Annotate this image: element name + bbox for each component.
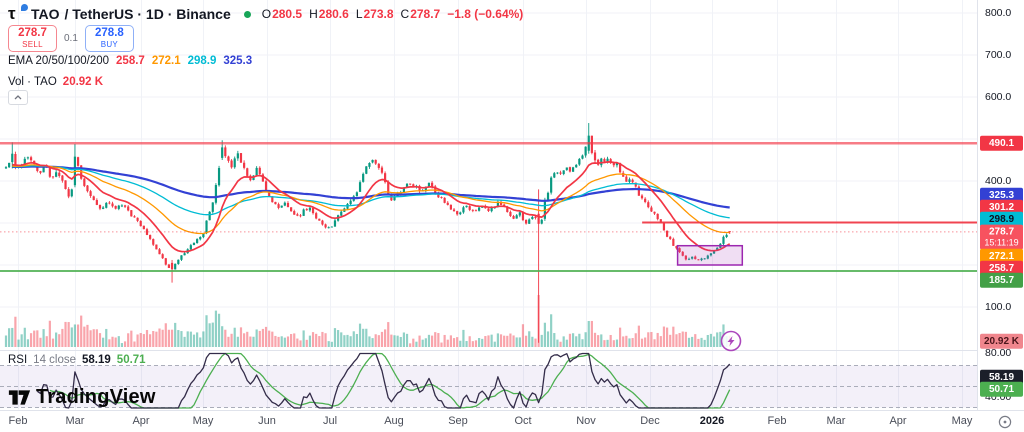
time-axis-month-label: 2026 (699, 415, 725, 427)
volume-value: 20.92 K (62, 76, 104, 88)
tradingview-logo: TradingView (8, 386, 156, 409)
ema-label: EMA 20/50/100/200 (8, 55, 110, 67)
spread-value: 0.1 (64, 33, 78, 44)
time-axis-month-label: Feb (8, 415, 28, 427)
time-axis[interactable]: Feb Mar Apr May Jun Jul Aug Sep Oct Nov Dec 2026 Feb… (0, 410, 1024, 432)
ema-value: 298.9 (187, 55, 217, 67)
volume-label: Vol · TAO (8, 76, 57, 88)
time-axis-month-label: Feb (767, 415, 787, 427)
tradingview-mark-icon (8, 390, 31, 405)
ohlc-item: H280.6 (309, 7, 349, 21)
rsi-indicator-legend[interactable]: RSI 14 close 58.19 50.71 (8, 354, 146, 366)
price-chart-canvas[interactable] (0, 0, 977, 410)
ohlc-item: O280.5 (261, 7, 303, 21)
time-axis-month-label: Oct (514, 415, 532, 427)
price-axis-label: 258.7 (980, 260, 1023, 276)
price-axis-tick: 700.0 (985, 49, 1012, 61)
price-change: −1.8 (−0.64%) (447, 7, 524, 21)
time-axis-month-label: Mar (65, 415, 85, 427)
lightning-trade-icon[interactable] (720, 330, 742, 352)
timezone-clock-icon[interactable] (997, 414, 1013, 430)
chevron-up-icon (14, 95, 22, 100)
rsi-ma-value: 50.71 (116, 354, 146, 366)
ema-indicator-legend[interactable]: EMA 20/50/100/200 258.7 272.1 298.9 325.3 (8, 55, 252, 67)
symbol-details[interactable]: / TetherUS · 1D · Binance (64, 6, 231, 22)
time-axis-month-label: May (951, 415, 973, 427)
price-axis-label: 58.19 (980, 369, 1023, 385)
ema-value: 258.7 (116, 55, 145, 67)
market-open-dot-icon (243, 10, 251, 18)
price-axis-tick: 80.00 (985, 347, 1012, 359)
ohlc-item: L273.8 (355, 7, 394, 21)
price-axis-label: 278.7 15:11:19 (980, 224, 1023, 250)
price-axis[interactable]: 800.0 700.0 600.0 400.0 100.0 80.00 40.00 490.1… (977, 0, 1024, 410)
price-axis-label: 272.1 (980, 248, 1023, 264)
price-axis-label: 301.2 (980, 199, 1023, 215)
trade-panel: 278.7 SELL 0.1 278.8 BUY (8, 25, 134, 52)
price-axis-tick: 600.0 (985, 91, 1012, 103)
time-axis-month-label: Apr (132, 415, 150, 427)
price-axis-tick: 800.0 (985, 7, 1012, 19)
rsi-label: RSI (8, 354, 28, 366)
ema-values: 258.7 272.1 298.9 325.3 (116, 55, 252, 67)
time-axis-month-label: Aug (384, 415, 404, 427)
price-axis-label: 50.71 (980, 381, 1023, 397)
rsi-value: 58.19 (82, 354, 111, 366)
time-axis-month-label: Nov (576, 415, 596, 427)
time-axis-month-label: Jul (322, 415, 338, 427)
symbol-name[interactable]: TAO (31, 6, 60, 22)
price-axis-label: 325.3 (980, 187, 1023, 203)
price-axis-tick: 400.0 (985, 175, 1012, 187)
time-axis-month-label: Dec (640, 415, 660, 427)
symbol-header[interactable]: τ TAO / TetherUS · 1D · Binance O280.5 H2… (8, 4, 524, 23)
consolidation-box-drawing[interactable] (676, 244, 744, 266)
price-axis-label: 185.7 (980, 272, 1023, 288)
time-axis-month-label: Jun (258, 415, 276, 427)
price-axis-label: 298.9 (980, 211, 1023, 227)
rsi-params: 14 close (33, 354, 77, 366)
price-axis-label: 20.92 K (980, 333, 1023, 349)
time-axis-month-label: May (192, 415, 214, 427)
ema-value: 272.1 (151, 55, 181, 67)
ema-value: 325.3 (223, 55, 253, 67)
sell-button[interactable]: 278.7 SELL (8, 25, 57, 52)
collapse-legend-button[interactable] (8, 90, 28, 105)
time-axis-month-label: Mar (826, 415, 846, 427)
volume-indicator-legend[interactable]: Vol · TAO 20.92 K (8, 76, 103, 88)
symbol-logo-icon: τ (8, 4, 28, 23)
time-axis-month-label: Sep (448, 415, 468, 427)
buy-button[interactable]: 278.8 BUY (84, 25, 134, 52)
price-axis-tick: 100.0 (985, 301, 1012, 313)
ohlc-values: O280.5 H280.6 L273.8 C278.7 −1.8 (−0.64%) (262, 7, 524, 21)
ohlc-item: C278.7 (400, 7, 441, 21)
time-axis-month-label: Apr (889, 415, 907, 427)
price-axis-label: 490.1 (980, 135, 1023, 151)
